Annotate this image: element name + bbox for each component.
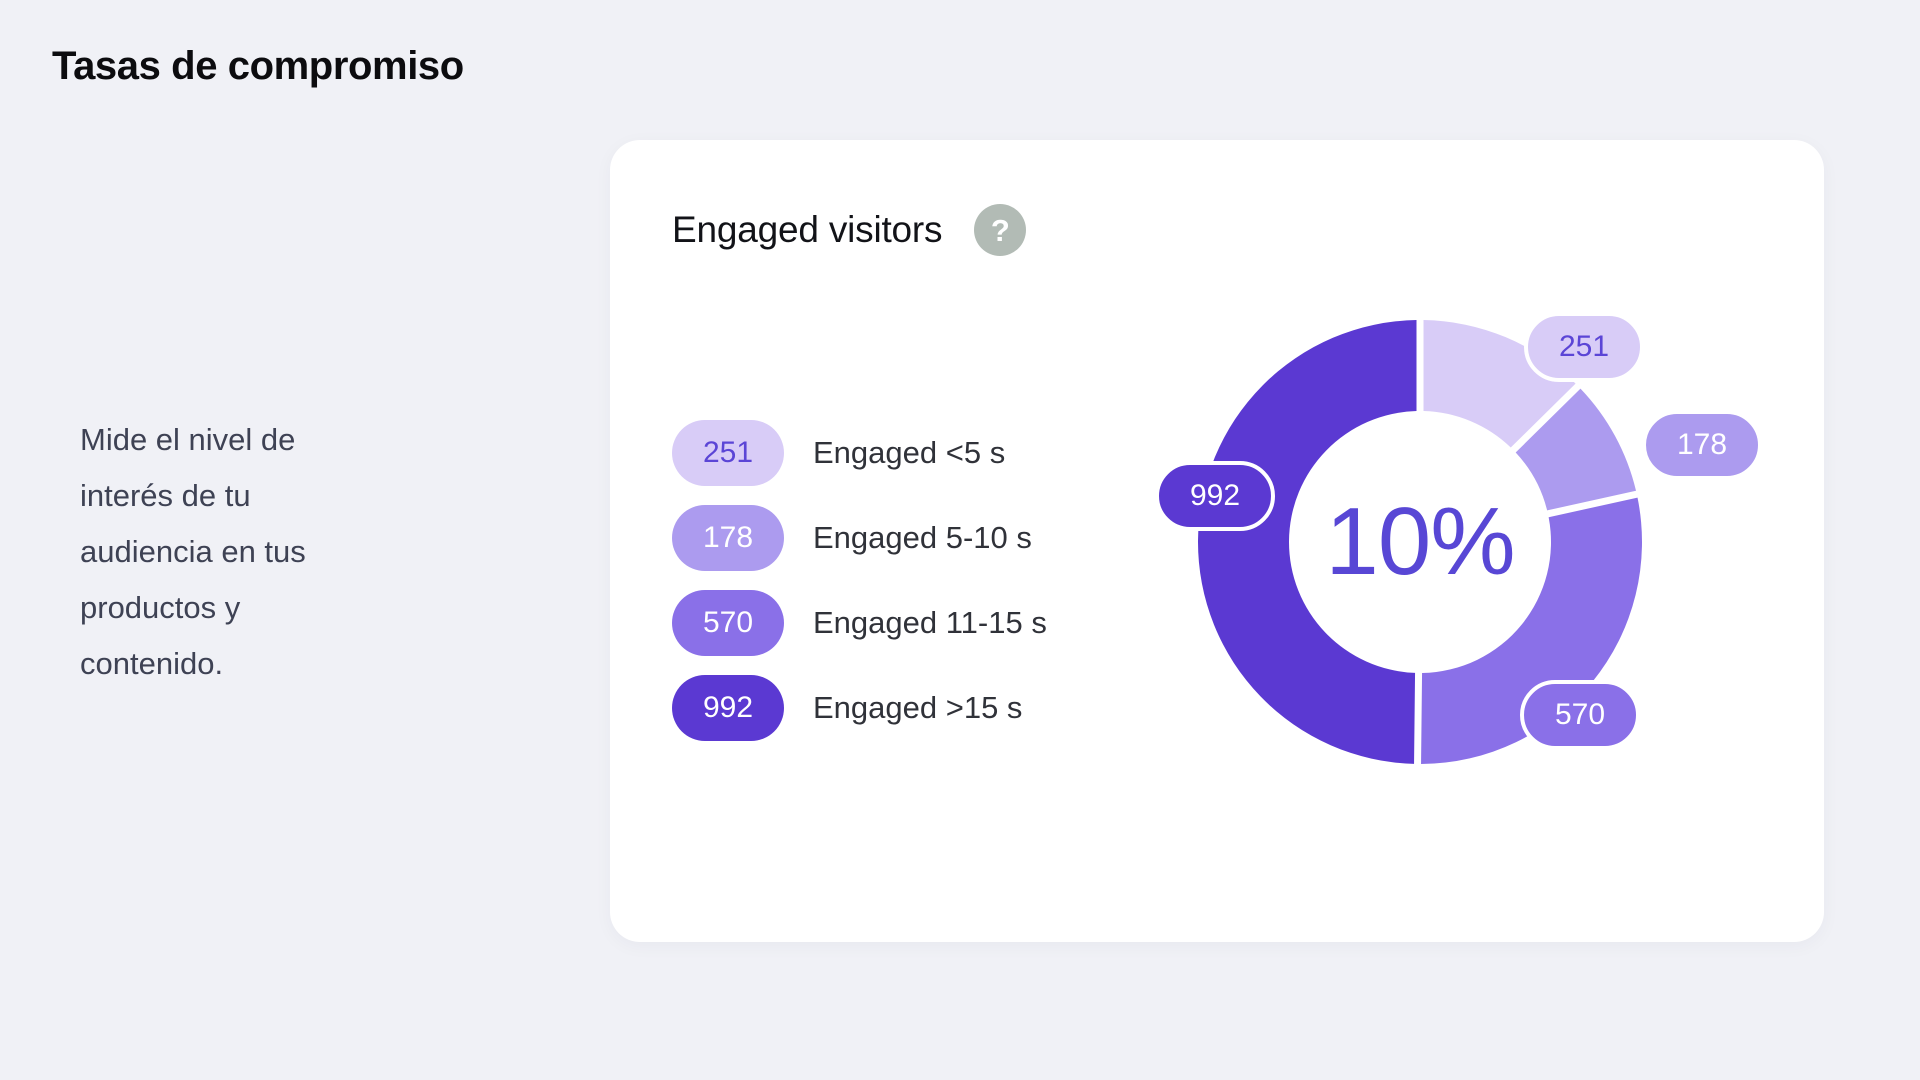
chart-legend: 251 Engaged <5 s 178 Engaged 5-10 s 570 … xyxy=(672,420,1047,741)
legend-item: 178 Engaged 5-10 s xyxy=(672,505,1047,571)
segment-value-badge: 251 xyxy=(1524,312,1644,382)
card-header: Engaged visitors ? xyxy=(672,204,1027,256)
page-description: Mide el nivel de interés de tu audiencia… xyxy=(80,422,306,681)
legend-label: Engaged >15 s xyxy=(813,690,1023,725)
legend-item: 992 Engaged >15 s xyxy=(672,675,1047,741)
legend-label: Engaged <5 s xyxy=(813,435,1006,470)
legend-label: Engaged 5-10 s xyxy=(813,520,1032,555)
legend-value-pill: 992 xyxy=(672,675,784,741)
question-mark-icon: ? xyxy=(990,212,1010,248)
segment-value-badge: 570 xyxy=(1520,680,1640,750)
segment-value-badge: 178 xyxy=(1642,410,1762,480)
legend-value-pill: 570 xyxy=(672,590,784,656)
segment-value-badge: 992 xyxy=(1155,461,1275,531)
donut-chart: 10% 251 178 570 992 xyxy=(1155,292,1762,792)
legend-value-pill: 251 xyxy=(672,420,784,486)
donut-segment xyxy=(1198,320,1417,764)
legend-item: 251 Engaged <5 s xyxy=(672,420,1047,486)
help-button[interactable]: ? xyxy=(974,204,1027,256)
donut-chart-svg xyxy=(1198,320,1642,764)
legend-label: Engaged 11-15 s xyxy=(813,605,1047,640)
donut-segment xyxy=(1423,320,1576,448)
engaged-visitors-card: Engaged visitors ? 251 Engaged <5 s 178 … xyxy=(610,140,1824,942)
donut-segment xyxy=(1421,497,1642,764)
legend-value-pill: 178 xyxy=(672,505,784,571)
legend-item: 570 Engaged 11-15 s xyxy=(672,590,1047,656)
card-title: Engaged visitors xyxy=(672,209,943,250)
donut-segment xyxy=(1515,388,1637,511)
page-title: Tasas de compromiso xyxy=(52,44,464,88)
